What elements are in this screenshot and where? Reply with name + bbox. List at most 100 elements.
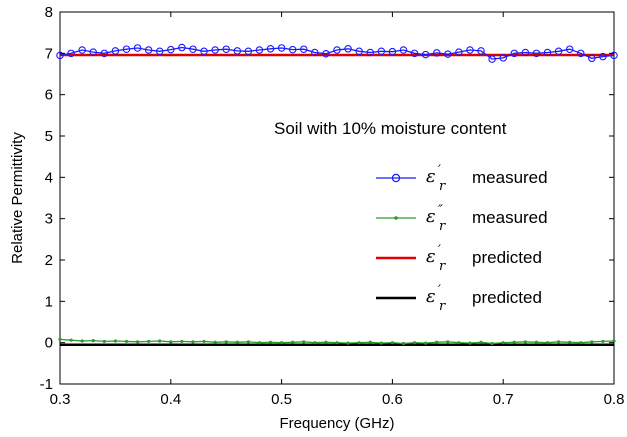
series-point-0 (432, 49, 441, 57)
series-point-0 (355, 47, 363, 56)
series-point-1 (379, 341, 383, 345)
series-point-1 (246, 340, 250, 344)
legend-marker-1 (394, 216, 398, 220)
legend-prime-1: ″ (438, 203, 443, 218)
series-point-1 (180, 339, 184, 344)
series-point-1 (324, 340, 328, 344)
legend-symbol-2: ε (426, 246, 436, 267)
series-point-1 (291, 340, 295, 344)
series-point-0 (421, 50, 430, 59)
series-point-0 (532, 49, 541, 58)
series-point-0 (288, 45, 297, 54)
y-axis-label: Relative Permittivity (9, 132, 26, 264)
series-point-0 (178, 43, 186, 52)
y-tick-label: 6 (45, 87, 53, 104)
y-tick-label: 5 (45, 128, 53, 145)
series-point-0 (388, 47, 397, 56)
x-tick-label: 0.3 (50, 391, 71, 408)
series-point-0 (111, 47, 120, 55)
series-point-1 (424, 341, 428, 345)
series-point-0 (211, 46, 219, 54)
series-point-1 (501, 341, 505, 345)
series-point-1 (446, 340, 450, 344)
series-point-1 (346, 341, 350, 345)
series-point-1 (523, 340, 527, 344)
series-point-1 (401, 341, 406, 346)
series-point-1 (113, 339, 117, 343)
legend-symbol-1: ε (426, 206, 436, 227)
series-layer (56, 43, 618, 346)
series-point-1 (169, 340, 173, 344)
legend-label-3: predicted (472, 288, 542, 307)
legend-label-2: predicted (472, 248, 542, 267)
series-point-0 (599, 52, 607, 61)
series-point-1 (390, 341, 394, 345)
series-point-0 (122, 45, 131, 53)
series-point-1 (202, 339, 206, 344)
series-point-1 (135, 340, 140, 344)
series-point-0 (300, 45, 308, 53)
series-point-0 (67, 49, 75, 58)
series-point-1 (612, 339, 616, 343)
x-tick-label: 0.6 (382, 391, 403, 408)
series-point-1 (534, 340, 539, 344)
x-tick-label: 0.8 (604, 391, 625, 408)
legend-prime-0: ′ (438, 163, 441, 178)
legend-marker-0 (391, 173, 401, 183)
x-axis-label: Frequency (GHz) (279, 415, 394, 432)
legend-subscript-3: r (439, 299, 446, 314)
y-tick-label: 3 (45, 211, 53, 228)
y-tick-label: -1 (40, 376, 53, 393)
series-point-0 (543, 48, 552, 57)
series-point-1 (412, 341, 417, 345)
series-point-0 (588, 54, 596, 63)
series-point-1 (435, 340, 439, 344)
series-point-1 (557, 340, 561, 344)
series-point-0 (344, 45, 352, 53)
series-point-1 (368, 340, 372, 344)
legend-label-0: measured (472, 168, 548, 187)
series-point-1 (224, 340, 228, 344)
series-point-0 (277, 44, 286, 52)
series-point-0 (133, 44, 142, 52)
series-point-0 (521, 48, 530, 57)
legend-subscript-2: r (439, 259, 446, 274)
series-point-1 (257, 341, 262, 345)
series-point-0 (577, 49, 585, 58)
series-point-0 (233, 47, 242, 55)
series-point-0 (455, 48, 463, 56)
series-point-0 (144, 46, 153, 54)
series-point-0 (100, 49, 109, 58)
series-point-0 (488, 55, 496, 63)
series-point-0 (477, 47, 485, 55)
series-point-1 (235, 340, 239, 344)
series-point-0 (554, 47, 563, 56)
y-tick-label: 1 (45, 293, 53, 310)
series-point-1 (590, 340, 594, 344)
series-point-1 (58, 337, 62, 341)
series-point-1 (313, 341, 317, 345)
series-point-1 (579, 341, 583, 345)
series-point-0 (222, 45, 230, 53)
series-point-1 (91, 339, 95, 343)
x-tick-label: 0.4 (160, 391, 181, 408)
series-point-0 (78, 46, 86, 54)
series-point-1 (268, 340, 273, 344)
y-tick-label: 0 (45, 335, 53, 352)
series-point-0 (333, 46, 341, 54)
series-point-1 (158, 339, 162, 343)
series-point-0 (444, 50, 452, 58)
series-point-1 (102, 339, 106, 344)
series-point-1 (457, 341, 461, 345)
series-point-1 (147, 339, 151, 344)
y-tick-label: 7 (45, 45, 53, 62)
y-tick-label: 2 (45, 252, 53, 269)
axis-layer: 0.3 0.4 0.5 0.6 0.7 0.8 -1 0 1 2 3 4 5 6 7 8 (40, 4, 625, 408)
series-point-1 (69, 338, 73, 342)
series-point-0 (56, 51, 64, 60)
series-point-0 (200, 47, 208, 56)
annotation-text: Soil with 10% moisture content (274, 119, 507, 138)
series-point-1 (357, 341, 361, 345)
series-point-0 (377, 47, 386, 56)
